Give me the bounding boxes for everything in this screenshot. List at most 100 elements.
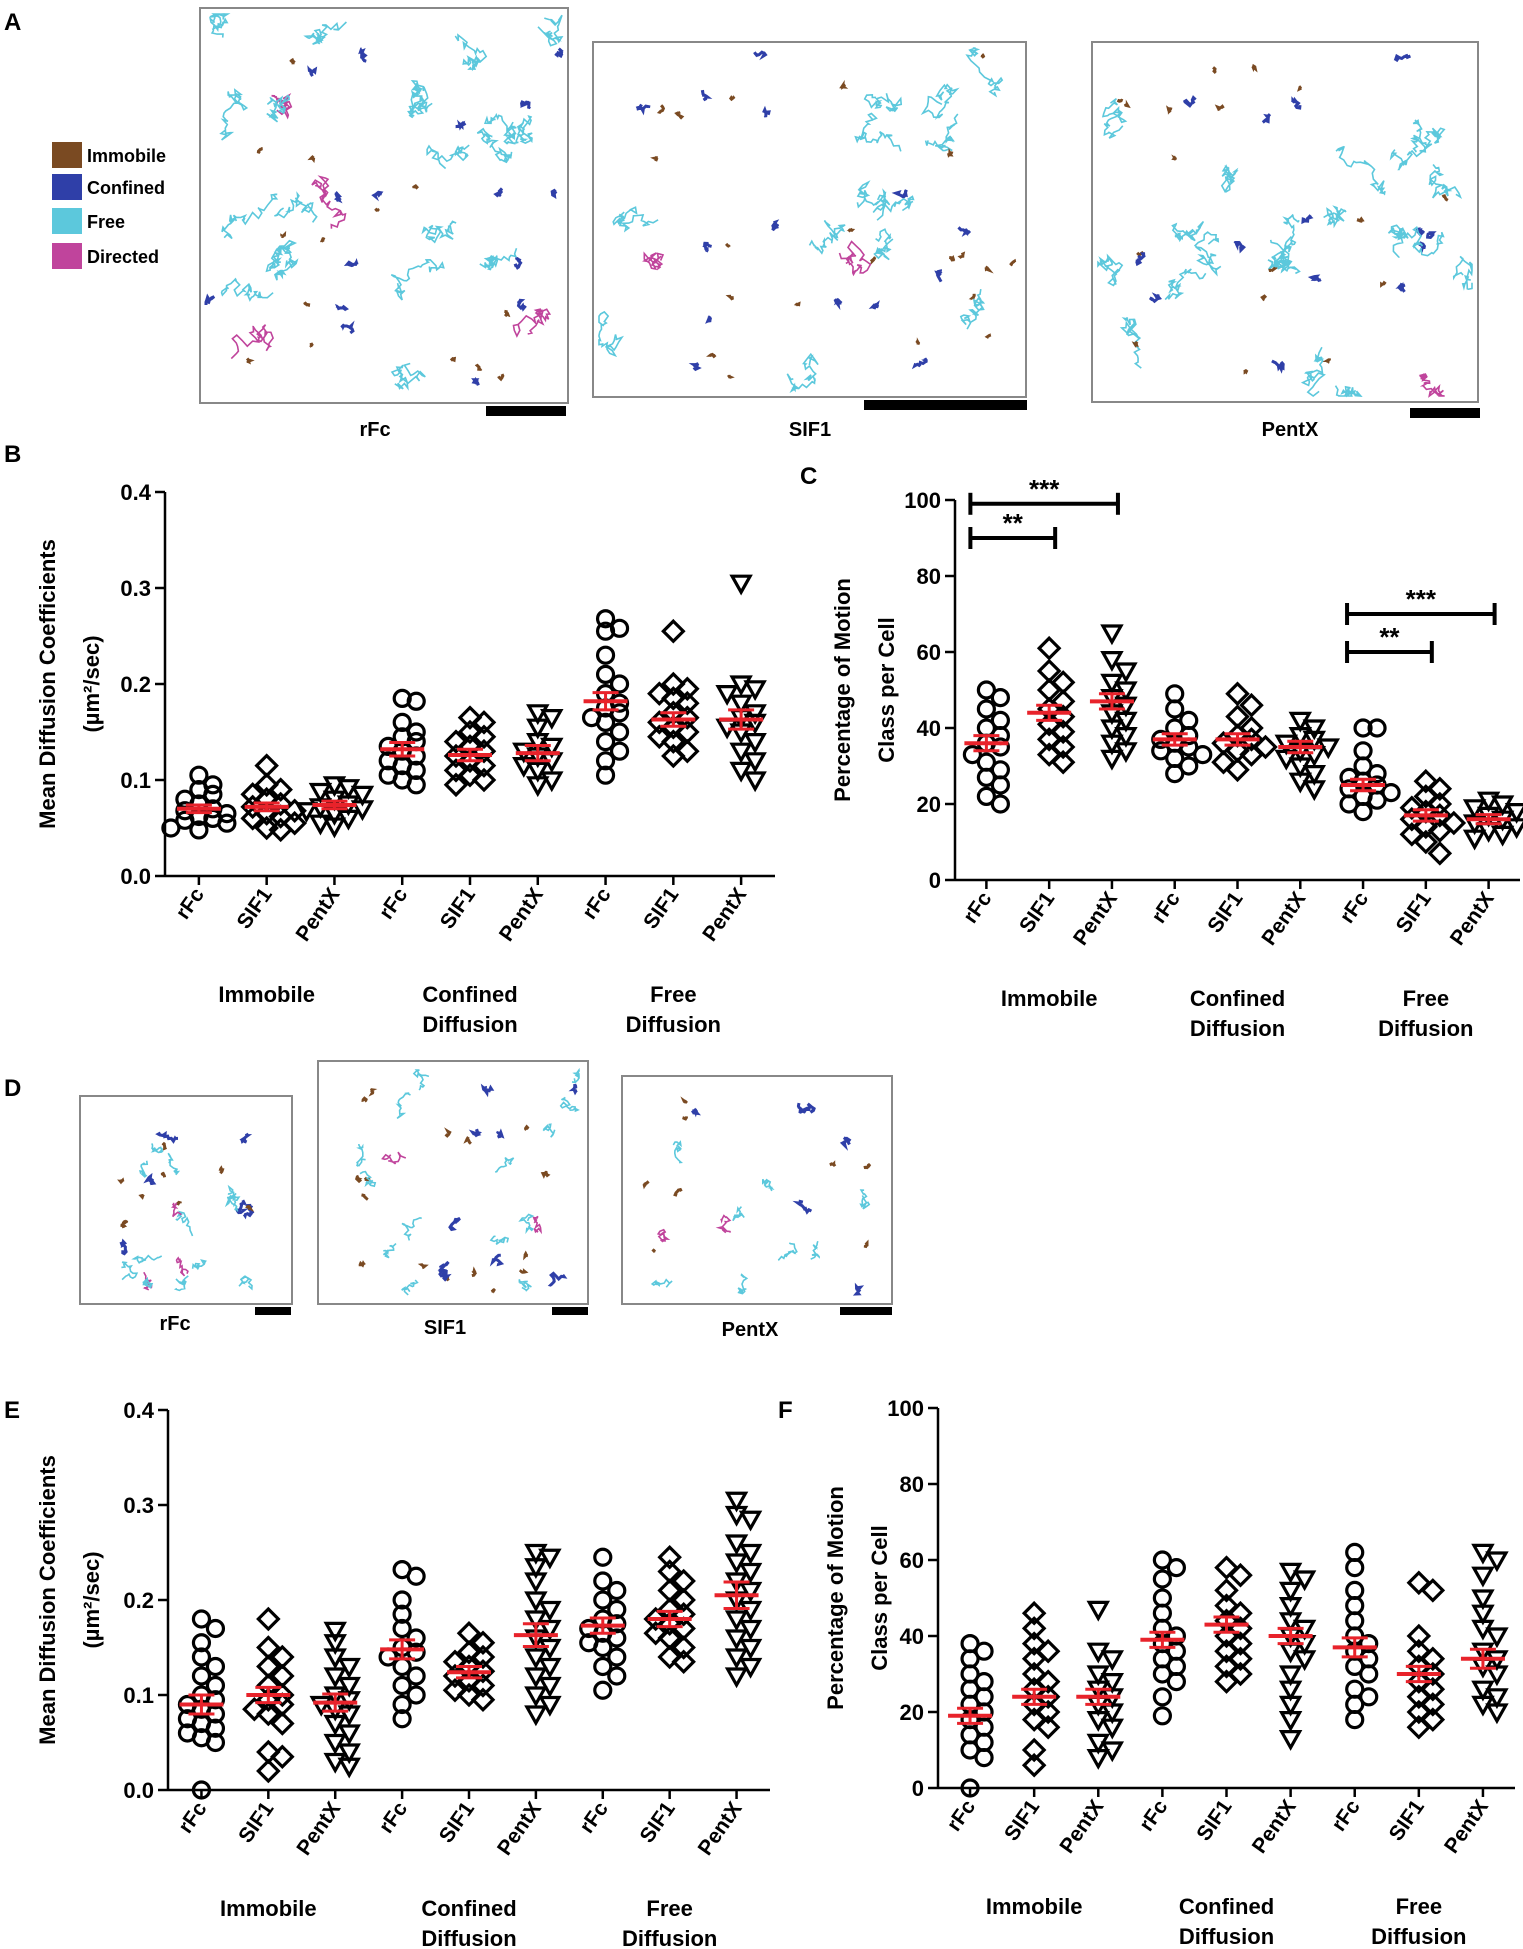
track-frame (79, 1095, 293, 1305)
track (209, 13, 231, 38)
track (1380, 280, 1387, 288)
data-point (1381, 782, 1401, 803)
data-point (512, 756, 536, 778)
data-point (1278, 1596, 1303, 1618)
significance-label: ** (1379, 622, 1400, 652)
track (1356, 216, 1365, 223)
data-point (1406, 1669, 1432, 1694)
y-axis-label: Percentage of Motion (823, 1486, 848, 1710)
data-point (1050, 734, 1076, 760)
data-point (254, 772, 279, 798)
chart-e-mean-diffusion: 0.0 0.1 0.2 0.3 0.4 Mean Diffusion Coefficien… (35, 1398, 770, 1949)
track (309, 342, 314, 349)
data-point (724, 1667, 749, 1689)
track-frame (621, 1075, 893, 1305)
data-point (406, 1628, 426, 1648)
track (1323, 205, 1347, 229)
data-point (1100, 1650, 1125, 1672)
data-point (976, 767, 996, 788)
x-tick-label: PentX (493, 1798, 546, 1860)
track (390, 362, 426, 391)
track (1290, 96, 1302, 110)
track (493, 187, 504, 198)
y-tick-label: 100 (887, 1396, 924, 1421)
track (161, 1141, 168, 1151)
x-tick-label: PentX (1257, 888, 1310, 950)
legend-label-confined: Confined (87, 178, 165, 198)
track (854, 112, 902, 152)
data-point (443, 772, 469, 798)
track (234, 1199, 249, 1215)
track (138, 1160, 149, 1178)
track (524, 1124, 530, 1131)
data-point (1353, 801, 1373, 822)
track (204, 293, 216, 305)
track (1171, 154, 1178, 161)
track (1243, 369, 1249, 375)
track (1410, 127, 1446, 153)
data-point (1471, 1566, 1495, 1588)
track (642, 251, 665, 271)
data-point (1367, 763, 1387, 784)
group-label: Diffusion (1378, 1016, 1473, 1041)
data-point (256, 1758, 281, 1784)
data-point (1485, 1703, 1509, 1725)
x-tick-label: rFc (575, 1797, 613, 1837)
track (803, 1102, 816, 1114)
track (1123, 99, 1131, 109)
data-point (1441, 810, 1467, 836)
data-point (1406, 1699, 1432, 1725)
scale-bar (255, 1307, 291, 1315)
track (1418, 373, 1445, 398)
data-point (743, 752, 767, 774)
data-point (643, 1620, 668, 1646)
group-label: Immobile (986, 1894, 1083, 1919)
data-point (191, 1780, 212, 1800)
track (796, 1102, 808, 1114)
track (547, 1271, 568, 1287)
data-point (974, 1641, 994, 1661)
track (650, 1278, 673, 1288)
data-point (1035, 1699, 1061, 1725)
track (471, 1266, 478, 1278)
track (984, 265, 994, 274)
track (674, 111, 685, 120)
data-point (1179, 725, 1199, 746)
data-point (1214, 1669, 1239, 1694)
data-point (1166, 1671, 1186, 1692)
data-point (1021, 1631, 1047, 1656)
track (468, 1128, 482, 1138)
data-point (1228, 1661, 1253, 1687)
data-point (1036, 635, 1062, 661)
x-tick-label: SIF1 (639, 883, 683, 933)
data-point (191, 1666, 212, 1686)
data-point (661, 618, 686, 644)
track (980, 53, 986, 59)
track (1307, 274, 1322, 283)
data-point (1152, 1687, 1172, 1707)
track (793, 301, 801, 307)
legend-swatch-free (52, 208, 82, 234)
track (489, 1235, 510, 1245)
data-point (743, 732, 767, 754)
track (516, 298, 527, 312)
data-point (323, 1621, 347, 1643)
chart-c-percentage-motion: 0 20 40 60 80 100 Percentage of Motion Class pe… (830, 474, 1523, 1041)
data-point (593, 1547, 613, 1567)
panel-d-image-rfc: rFc (79, 1095, 293, 1335)
track (554, 47, 564, 59)
track (150, 1143, 164, 1154)
track (715, 1214, 732, 1234)
x-tick-label: rFc (1147, 887, 1185, 927)
track (519, 100, 531, 110)
y-tick-label: 80 (917, 564, 941, 589)
data-point (191, 1609, 212, 1629)
track (656, 1228, 671, 1243)
data-point (524, 1558, 548, 1580)
track (444, 1127, 452, 1138)
data-point (392, 1618, 412, 1639)
track (483, 112, 517, 145)
track (513, 257, 523, 270)
x-tick-label: PentX (1248, 1796, 1301, 1858)
track (256, 147, 263, 154)
